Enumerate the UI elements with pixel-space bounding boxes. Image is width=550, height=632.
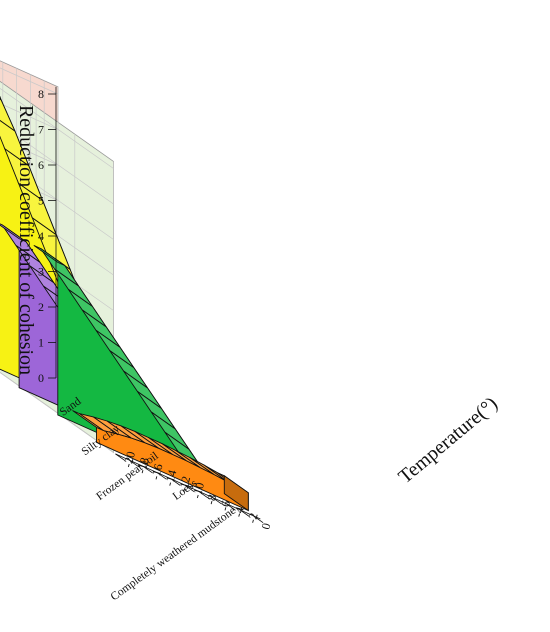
x-tick-label: -8 — [203, 493, 219, 506]
y-tick-label: 5 — [38, 194, 44, 208]
grid-line-h — [0, 103, 114, 205]
wall-completely-weathered-mudstone — [72, 410, 249, 512]
y-tick-label: 2 — [38, 300, 44, 314]
x-tick-label: 0 — [258, 521, 273, 530]
y-tick-label: 3 — [38, 265, 44, 279]
grid-line-h — [0, 67, 114, 169]
wall-top-segment — [0, 95, 3, 102]
x-tick-label: -2 — [245, 511, 261, 524]
wall-loess — [33, 244, 211, 485]
category-label: Completely weathered mudstone — [109, 505, 239, 604]
wall-top-segment — [72, 410, 104, 431]
wall-top-segment — [0, 223, 27, 243]
wall-end-cap — [223, 474, 249, 512]
x-tick-label: -16 — [148, 462, 166, 481]
x-tick-label: -12 — [176, 475, 194, 494]
y-axis-title: Reduction coefficient of cohesion — [15, 105, 37, 375]
wall-top-segment — [33, 244, 65, 266]
x-tick-label: -10 — [189, 481, 207, 500]
x-tick-label: -18 — [134, 456, 152, 475]
x-axis-line — [115, 453, 261, 520]
x-tick-label: -4 — [231, 505, 247, 518]
x-axis-title: Temperature(°) — [394, 393, 502, 488]
y-tick-label: 7 — [38, 123, 44, 137]
y-tick-label: 8 — [38, 87, 44, 101]
y-tick-label: 6 — [38, 158, 44, 172]
x-tick-label: -20 — [120, 450, 138, 469]
x-tick-label: -14 — [162, 468, 180, 487]
y-tick-label: 0 — [38, 371, 44, 385]
y-tick-label: 4 — [38, 229, 44, 243]
x-tick-label: -6 — [217, 499, 233, 512]
y-tick-label: 1 — [38, 336, 44, 350]
data-walls — [0, 95, 249, 512]
